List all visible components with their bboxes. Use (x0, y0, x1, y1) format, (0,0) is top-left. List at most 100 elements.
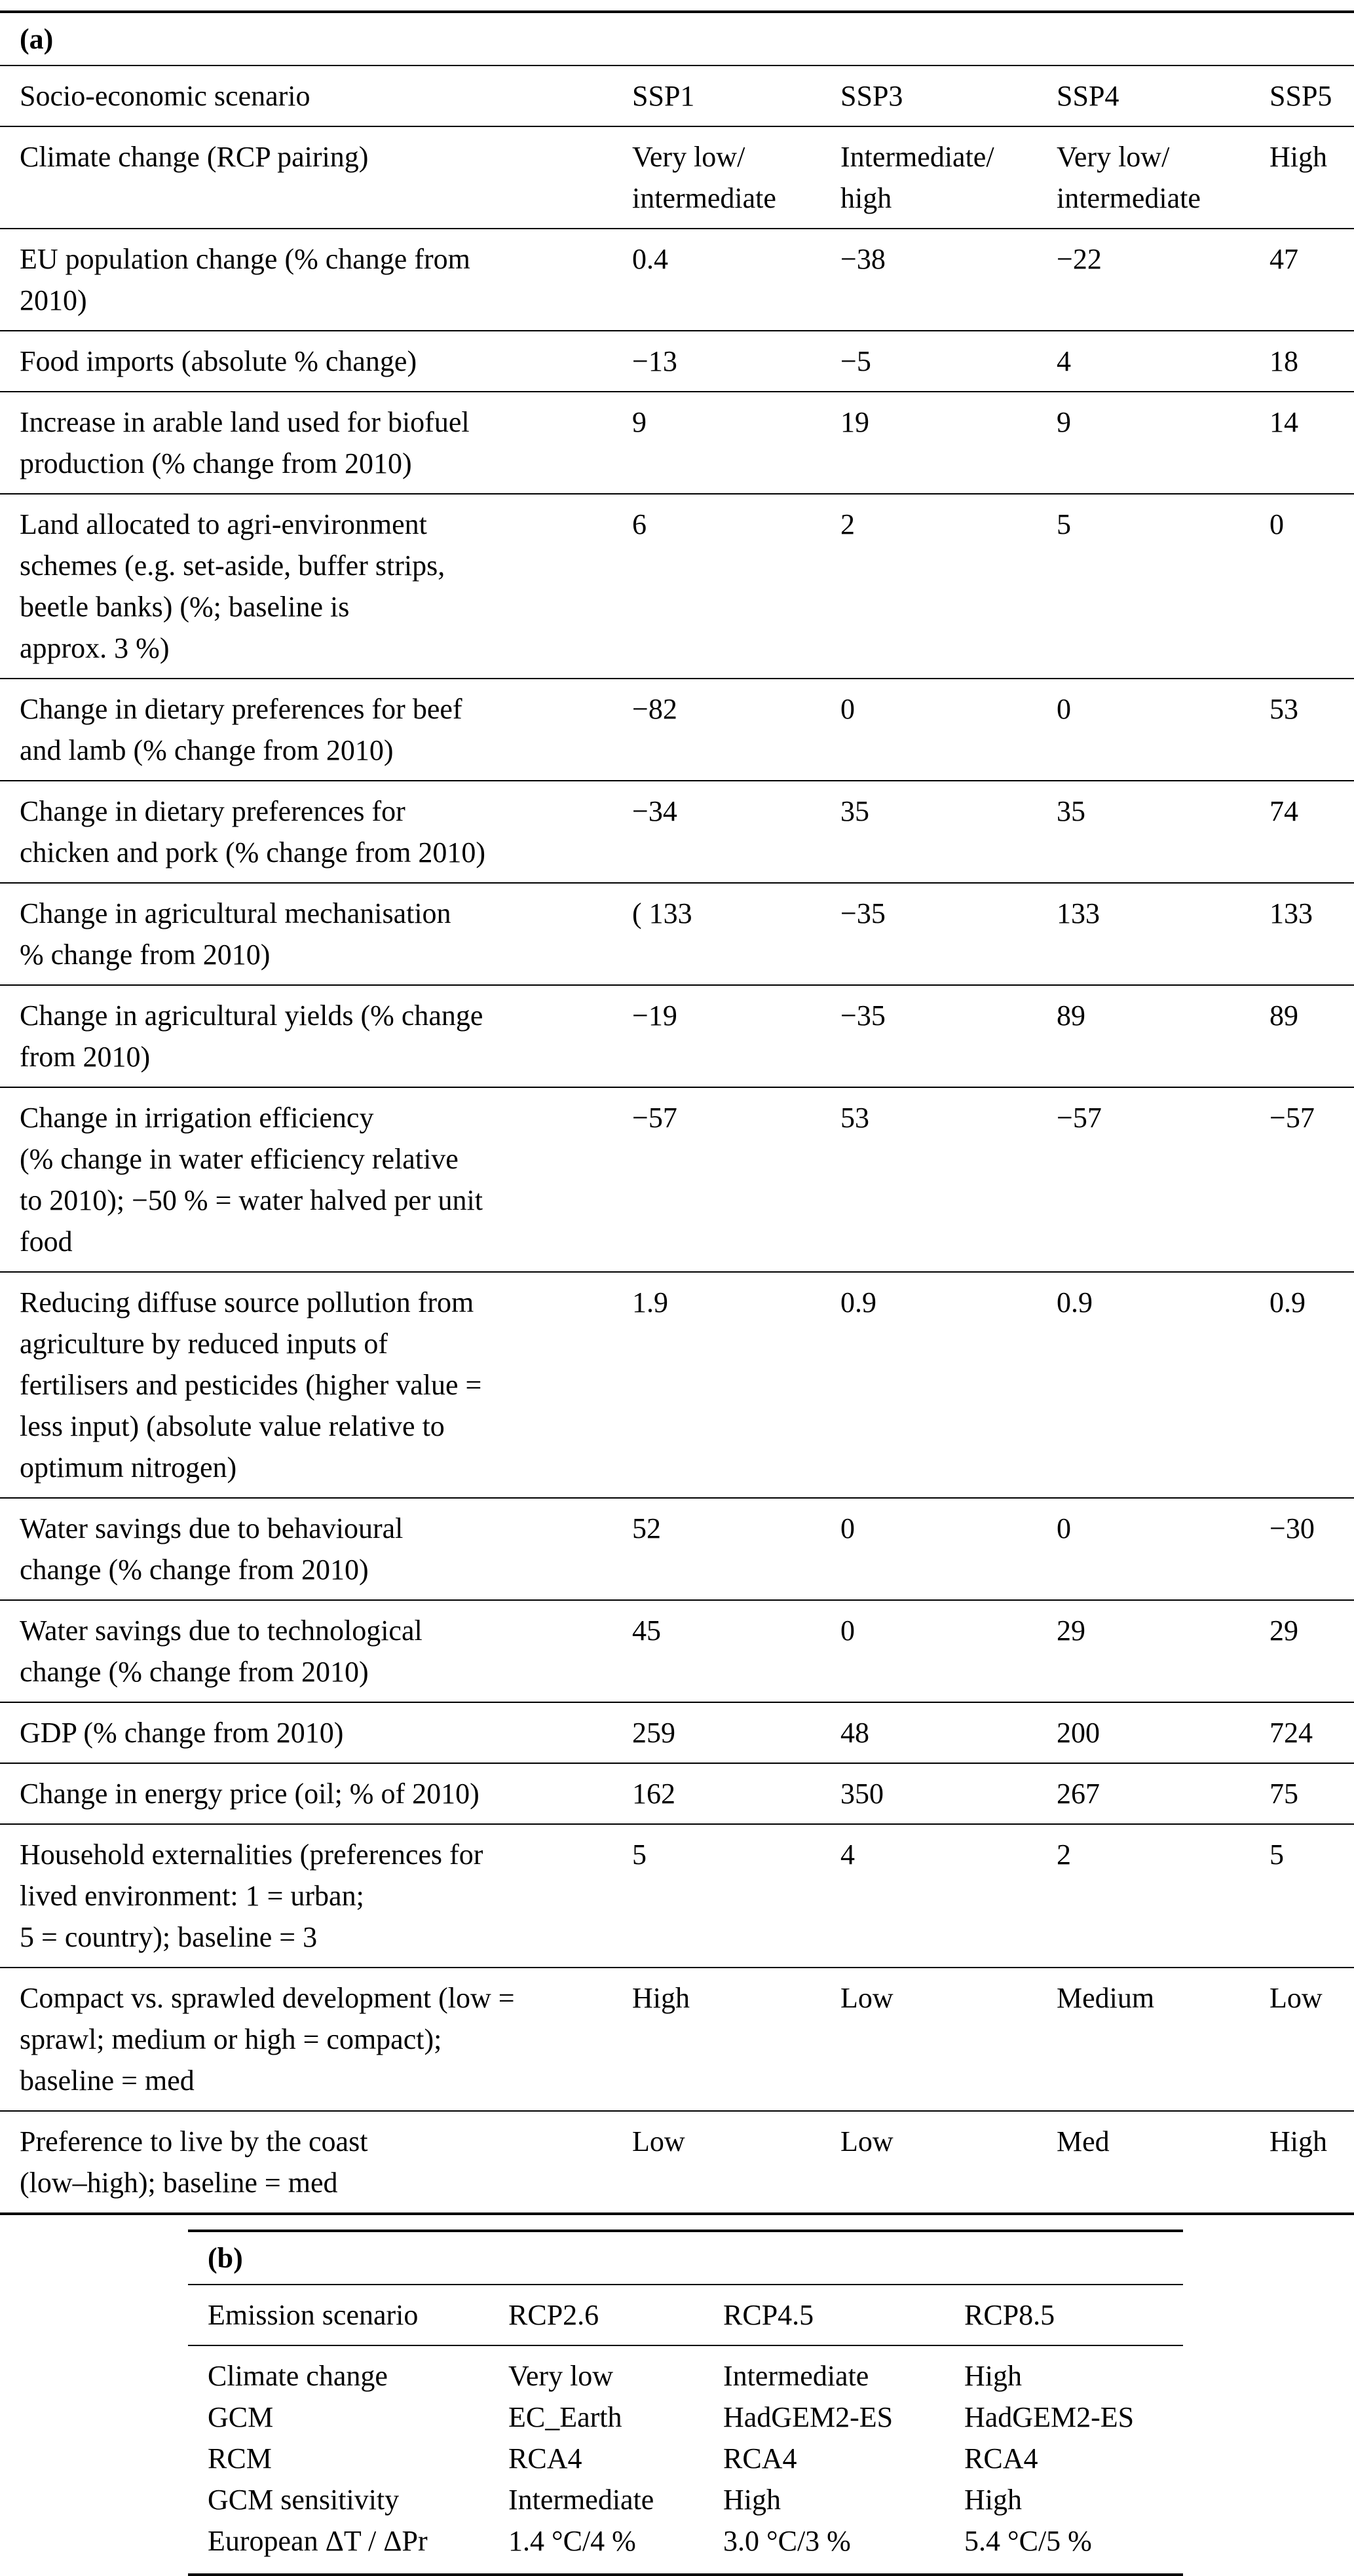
cell-value: 14 (1269, 406, 1298, 438)
table-row: Change in dietary preferences for chicke… (0, 781, 1354, 884)
cell-value: HadGEM2-ES (723, 2401, 893, 2433)
cell-value: −34 (632, 795, 677, 827)
cell-value: −57 (1269, 1102, 1315, 1134)
row-label: Compact vs. sprawled development (low = … (20, 1982, 515, 2097)
cell-value: Medium (1057, 1982, 1155, 2014)
table-row: Climate change Very low Intermediate High (208, 2355, 1183, 2397)
cell-value: −38 (840, 243, 886, 275)
cell-value: 48 (840, 1717, 869, 1749)
table-row: GDP (% change from 2010) 259 48 200 724 (0, 1703, 1354, 1764)
cell-value: 6 (632, 508, 647, 540)
column-header: SSP4 (1057, 80, 1119, 112)
cell-value: 9 (1057, 406, 1071, 438)
row-label: Change in dietary preferences for chicke… (20, 795, 486, 868)
column-header: SSP1 (632, 80, 695, 112)
cell-value: 5 (632, 1839, 647, 1871)
cell-value: Very low/ intermediate (1057, 141, 1201, 214)
table-row: Change in agricultural yields (% change … (0, 986, 1354, 1088)
table-row: European ΔT / ΔPr 1.4 °C/4 % 3.0 °C/3 % 5.4… (208, 2520, 1183, 2562)
cell-value: 53 (1269, 693, 1298, 725)
cell-value: 267 (1057, 1778, 1100, 1810)
table-row: EU population change (% change from 2010… (0, 229, 1354, 331)
cell-value: 0 (1269, 508, 1284, 540)
table-row: GCM sensitivity Intermediate High High (208, 2479, 1183, 2520)
table-b-panel-label: (b) (208, 2242, 243, 2274)
table-b-panel-label-row: (b) (188, 2232, 1183, 2285)
table-row: Change in energy price (oil; % of 2010) 1… (0, 1764, 1354, 1825)
cell-value: EC_Earth (508, 2401, 622, 2433)
row-label: GCM sensitivity (208, 2484, 400, 2516)
cell-value: 0 (1057, 1512, 1071, 1544)
cell-value: 47 (1269, 243, 1298, 275)
cell-value: Low (1269, 1982, 1323, 2014)
column-header: Emission scenario (208, 2299, 419, 2331)
cell-value: Intermediate (508, 2484, 654, 2516)
row-label: Change in irrigation efficiency (% chang… (20, 1102, 483, 1258)
cell-value: Low (840, 1982, 893, 2014)
column-header: RCP2.6 (508, 2299, 599, 2331)
cell-value: 19 (840, 406, 869, 438)
table-row: GCM EC_Earth HadGEM2-ES HadGEM2-ES (208, 2397, 1183, 2438)
column-header: RCP4.5 (723, 2299, 814, 2331)
column-header: SSP5 (1269, 80, 1332, 112)
cell-value: 5 (1269, 1839, 1284, 1871)
cell-value: 1.4 °C/4 % (508, 2525, 636, 2557)
table-b-body: Climate change Very low Intermediate High GC… (188, 2346, 1183, 2573)
cell-value: Low (632, 2125, 685, 2157)
table-a-panel-label-row: (a) (0, 13, 1354, 66)
table-row: Change in dietary preferences for beef a… (0, 679, 1354, 781)
row-label: GCM (208, 2401, 274, 2433)
cell-value: High (964, 2360, 1022, 2392)
table-row: Change in irrigation efficiency (% chang… (0, 1088, 1354, 1273)
cell-value: 9 (632, 406, 647, 438)
cell-value: 0 (1057, 693, 1071, 725)
cell-value: 162 (632, 1778, 675, 1810)
cell-value: Very low/ intermediate (632, 141, 776, 214)
cell-value: 75 (1269, 1778, 1298, 1810)
cell-value: 2 (1057, 1839, 1071, 1871)
cell-value: 45 (632, 1615, 661, 1647)
cell-value: 200 (1057, 1717, 1100, 1749)
cell-value: −35 (840, 897, 886, 929)
table-row: RCM RCA4 RCA4 RCA4 (208, 2438, 1183, 2479)
table-a: (a) Socio-economic scenario SSP1 SSP3 SS… (0, 10, 1354, 2215)
row-label: RCM (208, 2442, 272, 2474)
row-label: Water savings due to technological chang… (20, 1615, 423, 1688)
cell-value: 0 (840, 1512, 855, 1544)
table-row: Water savings due to technological chang… (0, 1601, 1354, 1703)
table-row: Reducing diffuse source pollution from a… (0, 1273, 1354, 1499)
row-label: Household externalities (preferences for… (20, 1839, 483, 1953)
cell-value: −22 (1057, 243, 1102, 275)
row-label: Food imports (absolute % change) (20, 345, 417, 377)
row-label: Water savings due to behavioural change … (20, 1512, 404, 1586)
cell-value: High (964, 2484, 1022, 2516)
table-row: Land allocated to agri-environment schem… (0, 495, 1354, 679)
cell-value: 0.4 (632, 243, 668, 275)
cell-value: ( 133 (632, 897, 692, 929)
column-header: Socio-economic scenario (20, 80, 310, 112)
table-row: Household externalities (preferences for… (0, 1825, 1354, 1968)
cell-value: −35 (840, 999, 886, 1032)
row-label: Increase in arable land used for biofuel… (20, 406, 470, 479)
cell-value: 0.9 (1269, 1286, 1306, 1318)
cell-value: −13 (632, 345, 677, 377)
cell-value: RCA4 (964, 2442, 1038, 2474)
cell-value: RCA4 (508, 2442, 582, 2474)
table-b: (b) Emission scenario RCP2.6 RCP4.5 RCP8… (188, 2230, 1183, 2576)
cell-value: 1.9 (632, 1286, 668, 1318)
cell-value: −57 (632, 1102, 677, 1134)
table-row: Preference to live by the coast (low–hig… (0, 2112, 1354, 2212)
cell-value: 3.0 °C/3 % (723, 2525, 851, 2557)
table-b-header-row: Emission scenario RCP2.6 RCP4.5 RCP8.5 (188, 2285, 1183, 2346)
row-label: Reducing diffuse source pollution from a… (20, 1286, 482, 1484)
table-row: Compact vs. sprawled development (low = … (0, 1968, 1354, 2112)
row-label: Change in agricultural yields (% change … (20, 999, 483, 1073)
cell-value: 133 (1269, 897, 1313, 929)
cell-value: −82 (632, 693, 677, 725)
column-header: SSP3 (840, 80, 903, 112)
cell-value: 74 (1269, 795, 1298, 827)
table-row: Climate change (RCP pairing) Very low/ in… (0, 127, 1354, 229)
row-label: Climate change (208, 2360, 388, 2392)
table-row: Water savings due to behavioural change … (0, 1499, 1354, 1601)
cell-value: High (1269, 2125, 1327, 2157)
